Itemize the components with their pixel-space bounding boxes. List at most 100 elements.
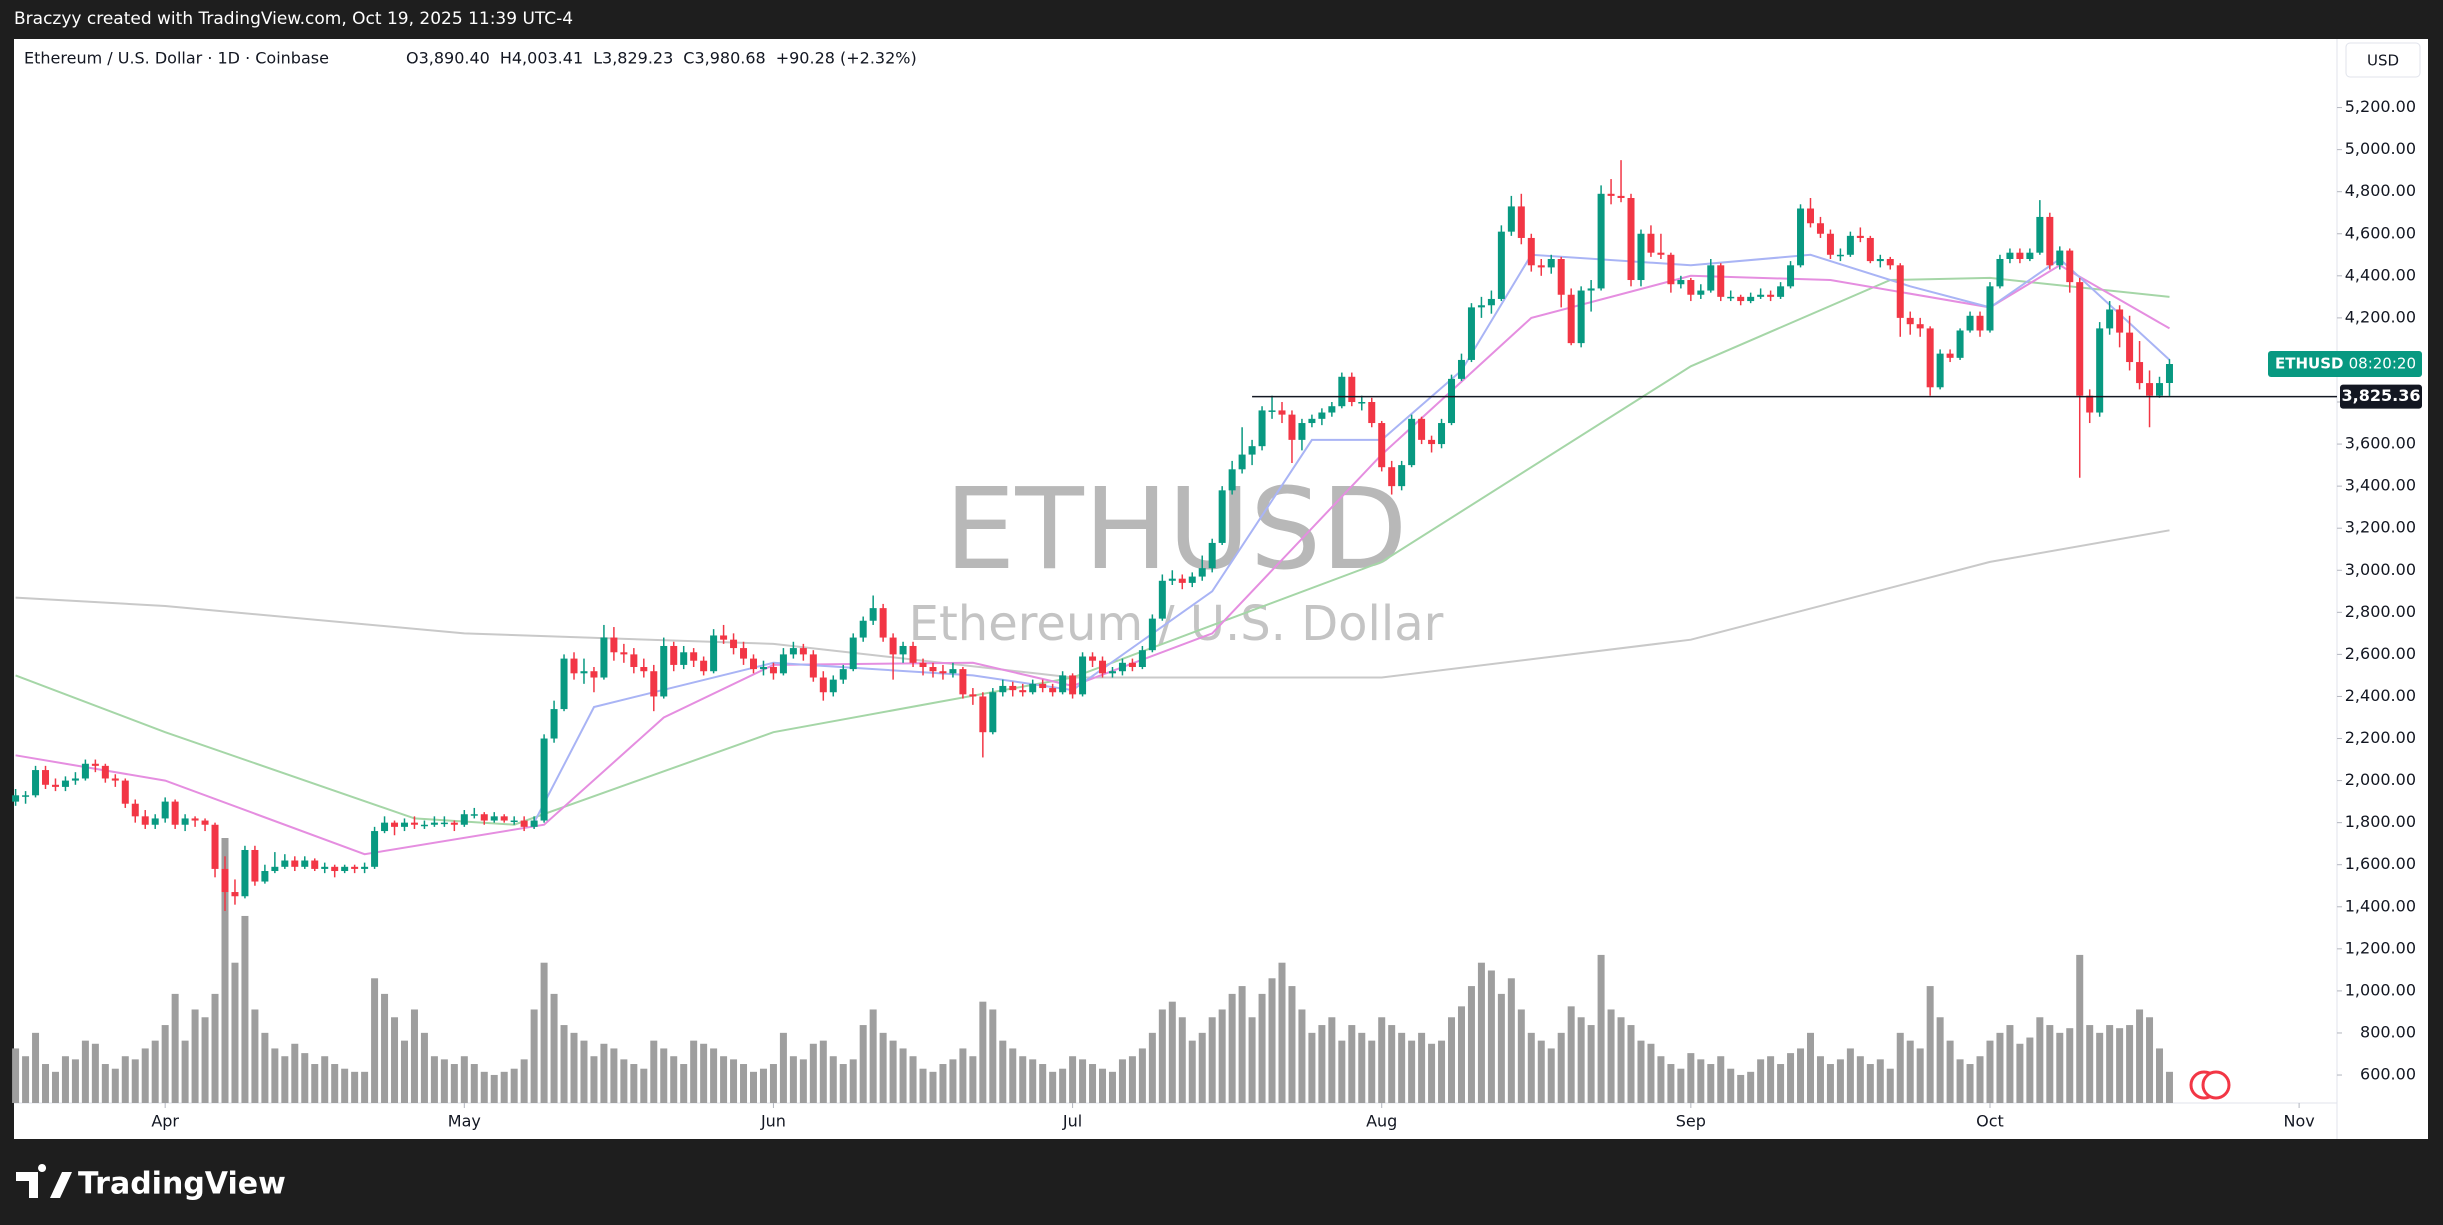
candle-body bbox=[1627, 198, 1635, 281]
volume-bar bbox=[2086, 1025, 2094, 1103]
volume-bar bbox=[2116, 1028, 2124, 1103]
candle-body bbox=[1597, 193, 1605, 289]
candle-body bbox=[620, 652, 628, 655]
candle-body bbox=[2026, 252, 2034, 259]
volume-bar bbox=[789, 1056, 797, 1103]
candle-body bbox=[2146, 383, 2154, 396]
candle-body bbox=[949, 669, 957, 674]
candle-body bbox=[141, 816, 149, 825]
candle-body bbox=[321, 866, 329, 869]
candle-body bbox=[1467, 307, 1475, 360]
volume-bar bbox=[1009, 1048, 1017, 1103]
volume-bar bbox=[42, 1064, 50, 1103]
volume-bar bbox=[1517, 1009, 1525, 1103]
volume-bar bbox=[919, 1068, 927, 1103]
candle-body bbox=[51, 784, 59, 787]
candle-body bbox=[1278, 410, 1286, 415]
volume-bar bbox=[470, 1064, 478, 1103]
candle-body bbox=[131, 803, 139, 817]
watermark-symbol: ETHUSD bbox=[945, 465, 1408, 595]
candle-body bbox=[1049, 688, 1057, 693]
volume-bar bbox=[1228, 993, 1236, 1103]
ohlc-value: +90.28 (+2.32%) bbox=[776, 49, 917, 68]
volume-bar bbox=[1198, 1032, 1206, 1103]
candle-body bbox=[1866, 237, 1874, 262]
candle-body bbox=[381, 822, 389, 832]
hline-label: 3,825.36 bbox=[2342, 386, 2421, 405]
volume-bar bbox=[570, 1032, 578, 1103]
candle-body bbox=[1358, 402, 1366, 404]
candle-body bbox=[1986, 286, 1994, 331]
volume-bar bbox=[1358, 1032, 1366, 1103]
volume-bar bbox=[1826, 1064, 1834, 1103]
candle-body bbox=[929, 667, 937, 672]
candle-body bbox=[1298, 423, 1306, 440]
volume-bar bbox=[600, 1043, 608, 1103]
candle-body bbox=[211, 824, 219, 869]
volume-bar bbox=[1338, 1040, 1346, 1103]
candle-body bbox=[680, 652, 688, 665]
candle-body bbox=[1747, 296, 1755, 302]
candle-body bbox=[1328, 406, 1336, 413]
volume-bar bbox=[730, 1059, 738, 1103]
price-tag-countdown: 08:20:20 bbox=[2349, 355, 2416, 373]
volume-bar bbox=[1448, 1017, 1456, 1103]
volume-bar bbox=[1238, 986, 1246, 1103]
y-tick-label: 1,000.00 bbox=[2345, 980, 2416, 999]
candle-body bbox=[2046, 216, 2054, 266]
candle-body bbox=[1089, 656, 1097, 661]
volume-bar bbox=[490, 1074, 498, 1103]
volume-bar bbox=[1118, 1059, 1126, 1103]
candle-body bbox=[1577, 290, 1585, 344]
volume-bar bbox=[1188, 1040, 1196, 1103]
candle-body bbox=[1308, 418, 1316, 424]
volume-bar bbox=[1597, 954, 1605, 1103]
candle-body bbox=[740, 648, 748, 659]
volume-bar bbox=[1059, 1068, 1067, 1103]
candle-body bbox=[371, 831, 379, 867]
volume-bar bbox=[500, 1071, 508, 1103]
volume-bar bbox=[969, 1056, 977, 1103]
volume-bar bbox=[1956, 1059, 1964, 1103]
candle-body bbox=[1846, 235, 1854, 255]
watermark: ETHUSD Ethereum / U.S. Dollar bbox=[909, 465, 1444, 652]
y-tick-label: 3,400.00 bbox=[2345, 476, 2416, 495]
volume-bar bbox=[989, 1009, 997, 1103]
volume-bar bbox=[949, 1059, 957, 1103]
volume-bar bbox=[670, 1056, 678, 1103]
volume-bar bbox=[460, 1056, 468, 1103]
candle-body bbox=[700, 660, 708, 672]
candle-body bbox=[171, 801, 179, 825]
y-tick-label: 2,800.00 bbox=[2345, 602, 2416, 621]
watermark-name: Ethereum / U.S. Dollar bbox=[909, 596, 1444, 652]
volume-bar bbox=[1298, 1009, 1306, 1103]
volume-bar bbox=[1388, 1025, 1396, 1103]
brand-name: TradingView bbox=[78, 1167, 286, 1202]
volume-bar bbox=[680, 1064, 688, 1103]
candle-body bbox=[1836, 254, 1844, 257]
candle-body bbox=[530, 820, 538, 827]
y-tick-label: 2,200.00 bbox=[2345, 728, 2416, 747]
volume-bar bbox=[2136, 1009, 2144, 1103]
volume-bar bbox=[1737, 1074, 1745, 1103]
candle-body bbox=[201, 820, 209, 825]
y-tick-label: 1,800.00 bbox=[2345, 812, 2416, 831]
candle-body bbox=[71, 778, 79, 781]
candle-body bbox=[430, 822, 438, 825]
volume-bar bbox=[231, 962, 239, 1103]
volume-bar bbox=[1567, 1006, 1575, 1103]
candle-body bbox=[181, 818, 189, 825]
currency-box[interactable] bbox=[2345, 42, 2421, 78]
volume-bar bbox=[1727, 1068, 1735, 1103]
volume-bar bbox=[1707, 1064, 1715, 1103]
volume-bar bbox=[1557, 1032, 1565, 1103]
candle-body bbox=[1318, 412, 1326, 419]
candle-body bbox=[769, 667, 777, 674]
candle-body bbox=[311, 860, 319, 869]
price-tag-bg bbox=[2268, 351, 2422, 378]
volume-bar bbox=[1128, 1056, 1136, 1103]
candle-body bbox=[1069, 675, 1077, 695]
volume-bar bbox=[510, 1068, 518, 1103]
candle-body bbox=[1787, 265, 1795, 287]
candle-body bbox=[2066, 250, 2074, 283]
